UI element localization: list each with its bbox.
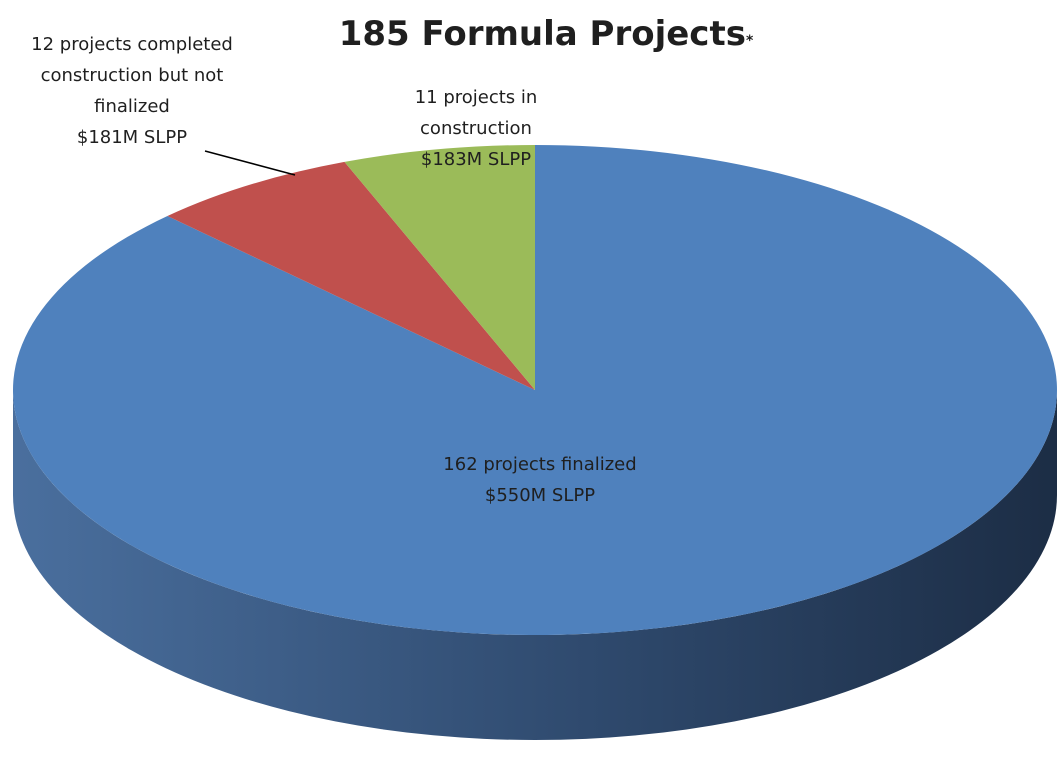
slice-label: 12 projects completed (31, 34, 233, 55)
pie-side (13, 390, 1057, 740)
pie-slice (344, 145, 535, 390)
slice-label: 11 projects in (415, 87, 538, 108)
chart-title: 185 Formula Projects* (339, 14, 754, 54)
title-text: 185 Formula Projects (339, 14, 746, 54)
slice-label: $550M SLPP (485, 485, 595, 506)
labels: 162 projects finalized $550M SLPP 12 proje… (31, 34, 637, 506)
leader-line (204, 150, 296, 176)
slice-label: 162 projects finalized (443, 454, 636, 475)
slice-label: finalized (94, 96, 170, 117)
slice-label: $181M SLPP (77, 127, 187, 148)
pie-slice (167, 161, 535, 390)
pie (13, 145, 1057, 740)
title-note: * (746, 33, 754, 49)
slice-label: construction (420, 118, 532, 139)
slice-label: $183M SLPP (421, 149, 531, 170)
pie-slice (13, 145, 1057, 635)
slice-label: construction but not (41, 65, 224, 86)
